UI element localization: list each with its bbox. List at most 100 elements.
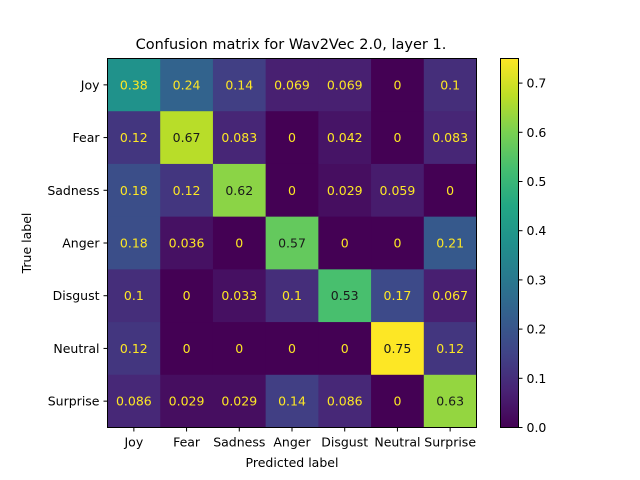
cell-1-5 xyxy=(371,111,425,165)
cell-value-label: 0.57 xyxy=(278,236,306,251)
cell-2-3 xyxy=(265,163,319,218)
cell-value-label: 0.1 xyxy=(282,288,302,303)
cell-value-label: 0.38 xyxy=(120,77,148,92)
cell-value-label: 0 xyxy=(393,130,401,145)
colorbar-tick-label: 0.3 xyxy=(527,272,547,287)
cell-1-2 xyxy=(212,111,267,165)
cell-value-label: 0.14 xyxy=(225,77,253,92)
colorbar-tick-label: 0.6 xyxy=(527,125,547,140)
cell-value-label: 0.069 xyxy=(274,77,310,92)
cell-value-label: 0.75 xyxy=(384,341,412,356)
x-tick-label: Neutral xyxy=(374,435,420,450)
cell-2-5 xyxy=(371,163,425,218)
y-tick-label: Sadness xyxy=(47,183,99,198)
colorbar-tick-label: 0.4 xyxy=(527,223,547,238)
cell-value-label: 0.029 xyxy=(221,394,257,409)
cell-4-6 xyxy=(423,269,477,323)
y-tick-label: Fear xyxy=(73,130,101,145)
colorbar-tick-label: 0.2 xyxy=(527,322,547,337)
x-tick-label: Joy xyxy=(123,435,143,450)
cell-value-label: 0.033 xyxy=(221,288,257,303)
cell-value-label: 0.042 xyxy=(327,130,363,145)
cell-value-label: 0.029 xyxy=(169,394,205,409)
x-axis: Joy Fear Sadness Anger Disgust Neutral Surpris… xyxy=(123,427,476,450)
cell-0-6 xyxy=(423,58,477,112)
cell-5-2 xyxy=(212,322,267,376)
cell-value-label: 0.67 xyxy=(173,130,201,145)
cell-value-label: 0.086 xyxy=(327,394,363,409)
cell-value-label: 0.12 xyxy=(436,341,464,356)
cell-5-1 xyxy=(160,322,214,376)
cell-value-label: 0.083 xyxy=(221,130,257,145)
cell-value-label: 0.12 xyxy=(120,341,148,356)
colorbar: 0.0 0.1 0.2 0.3 0.4 0.5 0.6 0.7 xyxy=(500,58,547,435)
cell-value-label: 0.029 xyxy=(327,183,363,198)
cell-value-label: 0.14 xyxy=(278,394,306,409)
cell-value-label: 0 xyxy=(235,236,243,251)
cell-value-label: 0 xyxy=(183,341,191,356)
cell-5-6 xyxy=(423,322,477,376)
cell-value-label: 0 xyxy=(288,183,296,198)
y-tick-label: Surprise xyxy=(48,394,100,409)
y-tick-label: Disgust xyxy=(53,288,100,303)
cell-6-1 xyxy=(160,374,214,428)
cell-6-2 xyxy=(212,374,267,428)
cell-5-3 xyxy=(265,322,319,376)
cell-value-label: 0.1 xyxy=(440,77,460,92)
cell-value-label: 0.086 xyxy=(116,394,152,409)
cell-value-label: 0.059 xyxy=(380,183,416,198)
cell-value-label: 0.12 xyxy=(120,130,148,145)
cell-value-label: 0 xyxy=(341,341,349,356)
cell-value-label: 0 xyxy=(235,341,243,356)
x-tick-label: Surprise xyxy=(424,435,476,450)
cell-value-label: 0 xyxy=(341,236,349,251)
cell-5-5 xyxy=(371,322,425,376)
chart-title: Confusion matrix for Wav2Vec 2.0, layer … xyxy=(136,37,447,53)
heatmap-cells: 0.38 0.24 0.14 0.069 0.069 0 0.1 0.12 0.67 0.083 0… xyxy=(107,58,477,428)
cell-value-label: 0.067 xyxy=(432,288,468,303)
cell-value-label: 0.24 xyxy=(173,77,201,92)
cell-4-2 xyxy=(212,269,267,323)
cell-0-2 xyxy=(212,58,267,112)
cell-0-3 xyxy=(265,58,319,112)
cell-6-3 xyxy=(265,374,319,428)
cell-value-label: 0.17 xyxy=(384,288,412,303)
cell-1-4 xyxy=(318,111,372,165)
colorbar-tick-label: 0.7 xyxy=(527,76,547,91)
cell-4-5 xyxy=(371,269,425,323)
cell-6-4 xyxy=(318,374,372,428)
cell-value-label: 0.21 xyxy=(436,236,464,251)
cell-0-1 xyxy=(160,58,214,112)
cell-value-label: 0 xyxy=(393,394,401,409)
cell-1-1 xyxy=(160,111,214,165)
cell-value-label: 0.083 xyxy=(432,130,468,145)
x-tick-label: Anger xyxy=(273,435,311,450)
cell-0-0 xyxy=(107,58,161,112)
cell-value-label: 0.18 xyxy=(120,183,148,198)
cell-1-3 xyxy=(265,111,319,165)
cell-4-1 xyxy=(160,269,214,323)
cell-value-label: 0.18 xyxy=(120,236,148,251)
cell-value-label: 0 xyxy=(288,130,296,145)
cell-3-2 xyxy=(212,216,267,270)
y-tick-label: Neutral xyxy=(53,341,99,356)
cell-3-6 xyxy=(423,216,477,270)
colorbar-tick-label: 0.0 xyxy=(527,420,547,435)
colorbar-tick-label: 0.5 xyxy=(527,174,547,189)
cell-4-4 xyxy=(318,269,372,323)
cell-value-label: 0 xyxy=(288,341,296,356)
cell-value-label: 0.12 xyxy=(173,183,201,198)
cell-value-label: 0.63 xyxy=(436,394,464,409)
colorbar-tick-label: 0.1 xyxy=(527,371,547,386)
cell-value-label: 0.036 xyxy=(169,236,205,251)
cell-5-0 xyxy=(107,322,161,376)
y-axis: Joy Fear Sadness Anger Disgust Neutral Surpris… xyxy=(47,77,108,409)
cell-value-label: 0.1 xyxy=(124,288,144,303)
cell-2-4 xyxy=(318,163,372,218)
cell-1-0 xyxy=(107,111,161,165)
cell-1-6 xyxy=(423,111,477,165)
cell-value-label: 0.53 xyxy=(331,288,359,303)
cell-5-4 xyxy=(318,322,372,376)
y-tick-label: Anger xyxy=(62,236,100,251)
cell-0-5 xyxy=(371,58,425,112)
